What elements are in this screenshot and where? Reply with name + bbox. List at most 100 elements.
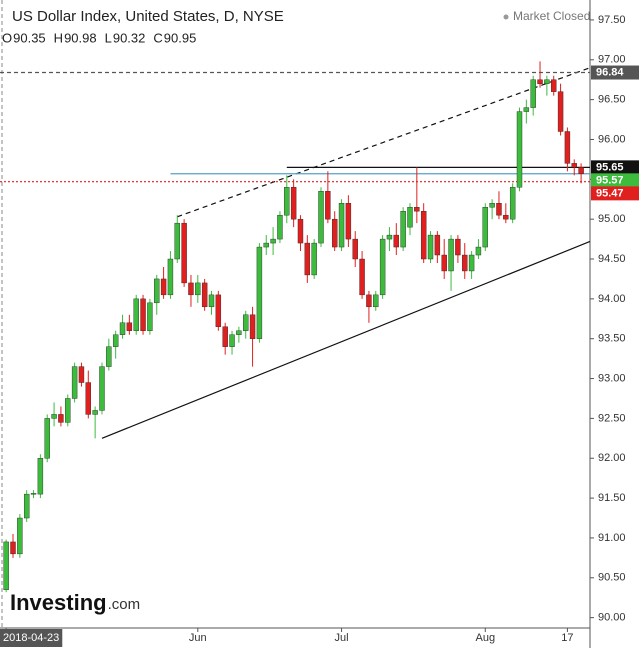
candle-body <box>284 187 290 216</box>
y-tick-label: 95.00 <box>598 213 626 225</box>
candle-body <box>325 191 331 220</box>
candle-body <box>386 234 393 240</box>
candle-body <box>331 218 338 248</box>
candle-body <box>208 294 215 308</box>
candle-body <box>71 366 78 399</box>
candle-body <box>99 366 105 411</box>
candle-body <box>462 254 468 272</box>
y-tick-label: 96.50 <box>598 94 626 106</box>
y-tick-label: 90.00 <box>598 612 626 624</box>
candle-body <box>318 191 324 244</box>
date-box <box>0 629 63 647</box>
price-label-box <box>591 160 639 175</box>
x-tick-label: Jul <box>335 632 349 644</box>
candle-body <box>229 334 235 347</box>
candle-body <box>557 91 564 132</box>
ohlc-label: L <box>105 30 112 45</box>
candle-body <box>523 107 530 112</box>
price-label-box <box>591 173 639 188</box>
candle-body <box>516 111 523 188</box>
candle-body <box>475 246 482 256</box>
candle-body <box>455 238 461 256</box>
candle-body <box>243 314 249 331</box>
status-dot <box>503 14 509 20</box>
y-tick-label: 97.00 <box>598 54 626 66</box>
candle-body <box>304 242 311 276</box>
candle-body <box>338 203 345 248</box>
candle-body <box>58 414 64 423</box>
ohlc-label: C <box>153 30 162 45</box>
candle-body <box>393 234 399 248</box>
chart-title: US Dollar Index, United States, D, NYSE <box>12 8 284 25</box>
candle-body <box>468 254 475 272</box>
y-tick-label: 91.50 <box>598 492 626 504</box>
candle-body <box>263 242 269 248</box>
ohlc-value: 90.32 <box>113 30 146 45</box>
y-tick-label: 94.50 <box>598 253 626 265</box>
candle-body <box>154 278 160 304</box>
candle-body <box>496 203 502 216</box>
candle-body <box>92 410 98 415</box>
candle-body <box>277 214 283 240</box>
candle-body <box>126 322 133 331</box>
candle-body <box>188 282 194 296</box>
logo-suffix: .com <box>108 596 141 613</box>
x-tick-label: Aug <box>475 632 495 644</box>
candle-body <box>297 218 304 244</box>
y-tick-label: 92.00 <box>598 452 626 464</box>
price-label: 95.57 <box>596 174 624 186</box>
ohlc-label: H <box>54 30 63 45</box>
candle-body <box>407 207 413 228</box>
candle-body <box>51 414 57 419</box>
candle-body <box>270 238 276 244</box>
candle-body <box>106 346 112 367</box>
candle-body <box>420 210 427 260</box>
candle-body <box>160 278 167 296</box>
candle-body <box>23 493 30 519</box>
candle-body <box>489 203 495 208</box>
candle-body <box>578 167 584 174</box>
candle-body <box>256 246 263 339</box>
x-tick-label: 17 <box>561 632 573 644</box>
candle-body <box>222 326 228 347</box>
candle-body <box>215 294 222 327</box>
candle-body <box>112 334 119 347</box>
trendline <box>177 67 591 218</box>
price-label-box <box>591 65 639 80</box>
candle-body <box>379 238 386 296</box>
ohlc-value: 90.95 <box>164 30 197 45</box>
candle-body <box>441 254 447 272</box>
candle-body <box>195 282 201 296</box>
candle-body <box>571 163 577 168</box>
candle-body <box>551 79 557 92</box>
candle-body <box>10 541 16 555</box>
candle-body <box>119 322 126 335</box>
candle-body <box>427 234 434 260</box>
candle-body <box>140 298 146 331</box>
trendline <box>101 240 591 439</box>
candle-body <box>44 418 50 459</box>
candle-body <box>201 282 208 308</box>
market-status: Market Closed <box>513 9 590 23</box>
candle-body <box>167 258 174 296</box>
price-label: 95.65 <box>596 161 624 173</box>
price-label: 95.47 <box>596 187 624 199</box>
candle-body <box>236 330 242 335</box>
y-tick-label: 96.00 <box>598 133 626 145</box>
candle-body <box>564 131 571 164</box>
y-tick-label: 91.00 <box>598 532 626 544</box>
candle-body <box>181 222 187 284</box>
candle-body <box>17 517 23 555</box>
candle-body <box>400 210 406 248</box>
ohlc-value: 90.98 <box>64 30 97 45</box>
candle-body <box>414 207 420 212</box>
candle-body <box>448 238 454 272</box>
candle-body <box>482 207 488 248</box>
candle-body <box>503 214 509 220</box>
candle-body <box>290 187 297 220</box>
candle-body <box>373 294 379 308</box>
candle-body <box>359 258 365 296</box>
candle-body <box>530 79 536 108</box>
